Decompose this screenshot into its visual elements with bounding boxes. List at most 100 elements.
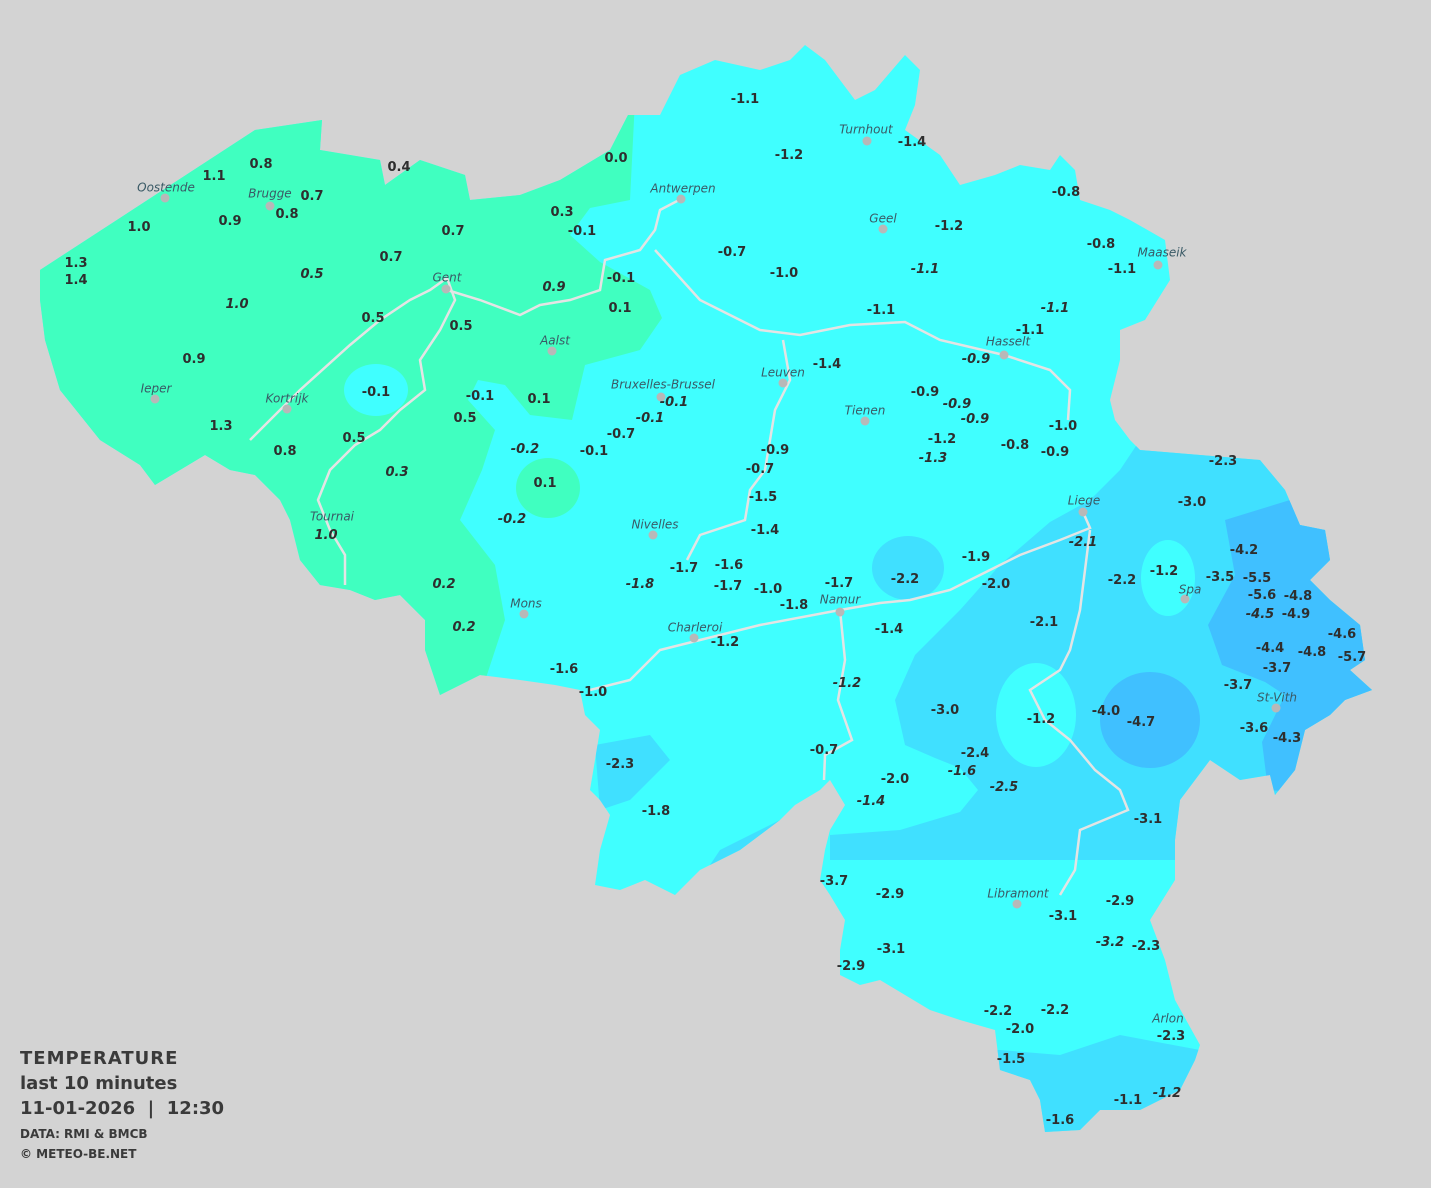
station-temperature: -4.9 — [1281, 607, 1311, 622]
city-label: Spa — [1178, 582, 1202, 597]
station-temperature: -2.1 — [1029, 615, 1059, 630]
city-dot — [689, 633, 699, 643]
station-temperature: 1.0 — [225, 297, 249, 312]
station-temperature: 0.5 — [342, 431, 366, 446]
station-temperature: -0.1 — [361, 385, 391, 400]
station-temperature: -2.4 — [960, 746, 990, 761]
station-temperature: 0.2 — [452, 620, 476, 635]
band-lightblue-blob — [872, 536, 944, 600]
station-temperature: 0.9 — [542, 280, 566, 295]
band-lightblue-sw — [595, 735, 670, 810]
city-label: Nivelles — [631, 517, 679, 532]
city-dot — [441, 284, 451, 294]
legend-datetime: 11-01-2026 | 12:30 — [20, 1098, 225, 1119]
station-temperature: -4.3 — [1272, 731, 1302, 746]
river-dyle — [685, 339, 792, 561]
station-temperature: -0.8 — [1000, 438, 1030, 453]
legend-title: TEMPERATURE — [20, 1048, 179, 1069]
city-label: Leuven — [761, 365, 805, 380]
station-temperature: -2.5 — [989, 780, 1019, 795]
city-label: Namur — [819, 592, 861, 607]
station-temperature: -0.7 — [717, 245, 747, 260]
station-temperature: 0.9 — [218, 214, 242, 229]
station-temperature: -0.8 — [1051, 185, 1081, 200]
station-temperature: -1.1 — [1040, 301, 1070, 316]
station-temperature: -3.0 — [930, 703, 960, 718]
station-temperature: 1.1 — [202, 169, 226, 184]
city-label: Liege — [1067, 493, 1101, 508]
station-temperature: 0.7 — [441, 224, 465, 239]
city-dot — [999, 350, 1009, 360]
station-temperature: -3.7 — [1223, 678, 1253, 693]
station-temperature: 1.3 — [209, 419, 233, 434]
city-dot — [860, 416, 870, 426]
station-temperature: -1.2 — [832, 676, 862, 691]
city-dot — [282, 404, 292, 414]
city-label: Aalst — [540, 333, 570, 348]
station-temperature: -1.1 — [910, 262, 940, 277]
station-temperature: -1.2 — [1152, 1086, 1182, 1101]
river-demer — [654, 249, 1072, 421]
station-temperature: 0.1 — [527, 392, 551, 407]
station-temperature: -2.3 — [1156, 1029, 1186, 1044]
station-temperature: -1.6 — [1045, 1113, 1075, 1128]
station-temperature: -1.8 — [625, 577, 655, 592]
station-temperature: -0.9 — [910, 385, 940, 400]
station-temperature: -1.6 — [549, 662, 579, 677]
station-temperature: -2.3 — [1208, 454, 1238, 469]
station-temperature: -5.7 — [1337, 650, 1367, 665]
station-temperature: -1.0 — [578, 685, 608, 700]
station-temperature: -0.9 — [960, 412, 990, 427]
city-label: Oostende — [137, 180, 195, 195]
station-temperature: -0.9 — [961, 352, 991, 367]
station-temperature: -2.1 — [1068, 535, 1098, 550]
station-temperature: -3.7 — [1262, 661, 1292, 676]
station-temperature: 0.0 — [604, 151, 628, 166]
station-temperature: 1.0 — [314, 528, 338, 543]
river-scheldt — [249, 276, 457, 585]
station-temperature: 0.5 — [449, 319, 473, 334]
station-temperature: -2.2 — [890, 572, 920, 587]
city-dot — [778, 378, 788, 388]
station-temperature: -1.1 — [1107, 262, 1137, 277]
legend-copyright: © METEO-BE.NET — [20, 1147, 137, 1161]
station-temperature: -1.0 — [753, 582, 783, 597]
band-cyan-hole-1 — [996, 663, 1076, 767]
city-label: Hasselt — [985, 334, 1031, 349]
station-temperature: -4.5 — [1245, 607, 1275, 622]
station-temperature: 0.3 — [385, 465, 409, 480]
city-label: Turnhout — [839, 122, 893, 137]
station-temperature: -1.2 — [710, 635, 740, 650]
station-temperature: 0.8 — [249, 157, 273, 172]
station-temperature: -2.3 — [605, 757, 635, 772]
station-temperature: -0.1 — [606, 271, 636, 286]
station-temperature: -2.9 — [875, 887, 905, 902]
city-label: Charleroi — [667, 620, 723, 635]
city-dot — [150, 394, 160, 404]
station-temperature: 0.8 — [275, 207, 299, 222]
station-temperature: -0.1 — [659, 395, 689, 410]
band-cyan-blob — [344, 364, 408, 416]
station-temperature: -3.1 — [1048, 909, 1078, 924]
station-temperature: -0.1 — [579, 444, 609, 459]
station-temperature: 0.8 — [273, 444, 297, 459]
city-dot — [1271, 703, 1281, 713]
city-label: Geel — [869, 211, 897, 226]
station-temperature: -0.1 — [567, 224, 597, 239]
city-label: St-Vith — [1256, 690, 1298, 705]
station-temperature: -1.4 — [750, 523, 780, 538]
station-temperature: -1.4 — [856, 794, 886, 809]
station-temperature: -1.9 — [961, 550, 991, 565]
station-temperature: -2.9 — [1105, 894, 1135, 909]
city-dot — [878, 224, 888, 234]
station-temperature: 0.5 — [300, 267, 324, 282]
city-dot — [1078, 507, 1088, 517]
river-meuse-south — [822, 609, 854, 781]
river-sambre-meuse — [589, 511, 1092, 692]
city-label: Gent — [432, 270, 462, 285]
station-temperature: -1.3 — [918, 451, 948, 466]
station-temperature: -3.1 — [1133, 812, 1163, 827]
station-temperature: -3.5 — [1205, 570, 1235, 585]
city-dot — [648, 530, 658, 540]
